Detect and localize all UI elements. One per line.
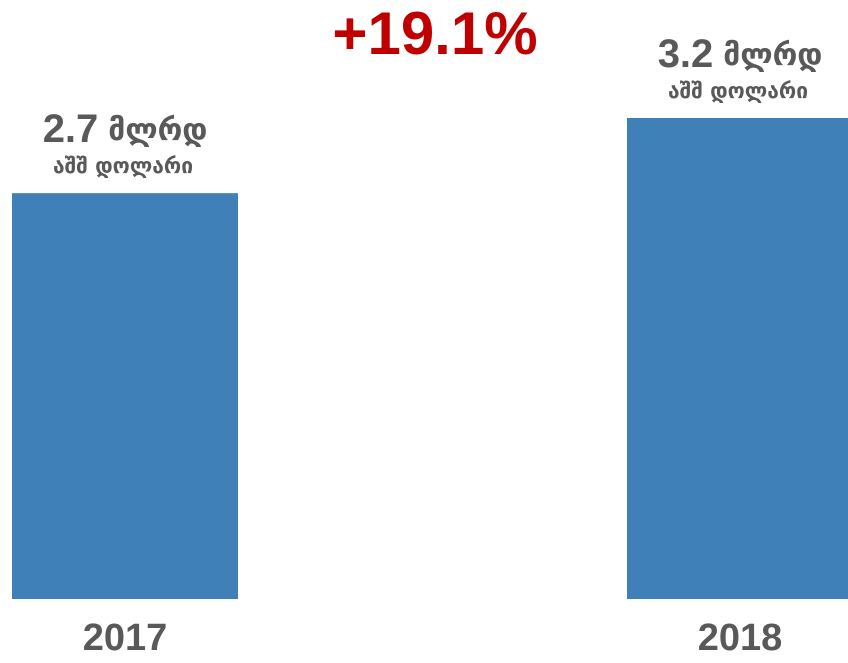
data-label-unit-sub: აშშ დოლარი: [668, 79, 808, 103]
x-tick-label: 2017: [83, 617, 168, 659]
data-label: 3.2 მლრდ: [658, 32, 823, 76]
data-label-unit: მლრდ: [108, 113, 207, 148]
data-label-unit-sub: აშშ დოლარი: [53, 154, 193, 178]
data-label-value: 2.7: [43, 107, 99, 151]
data-label: 2.7 მლრდ: [43, 107, 208, 151]
data-label-value: 3.2: [658, 32, 714, 76]
growth-annotation: +19.1%: [332, 0, 537, 67]
bar: [12, 193, 238, 599]
x-tick-label: 2018: [698, 617, 783, 659]
data-label-unit: მლრდ: [723, 38, 822, 73]
bar: [627, 118, 848, 599]
